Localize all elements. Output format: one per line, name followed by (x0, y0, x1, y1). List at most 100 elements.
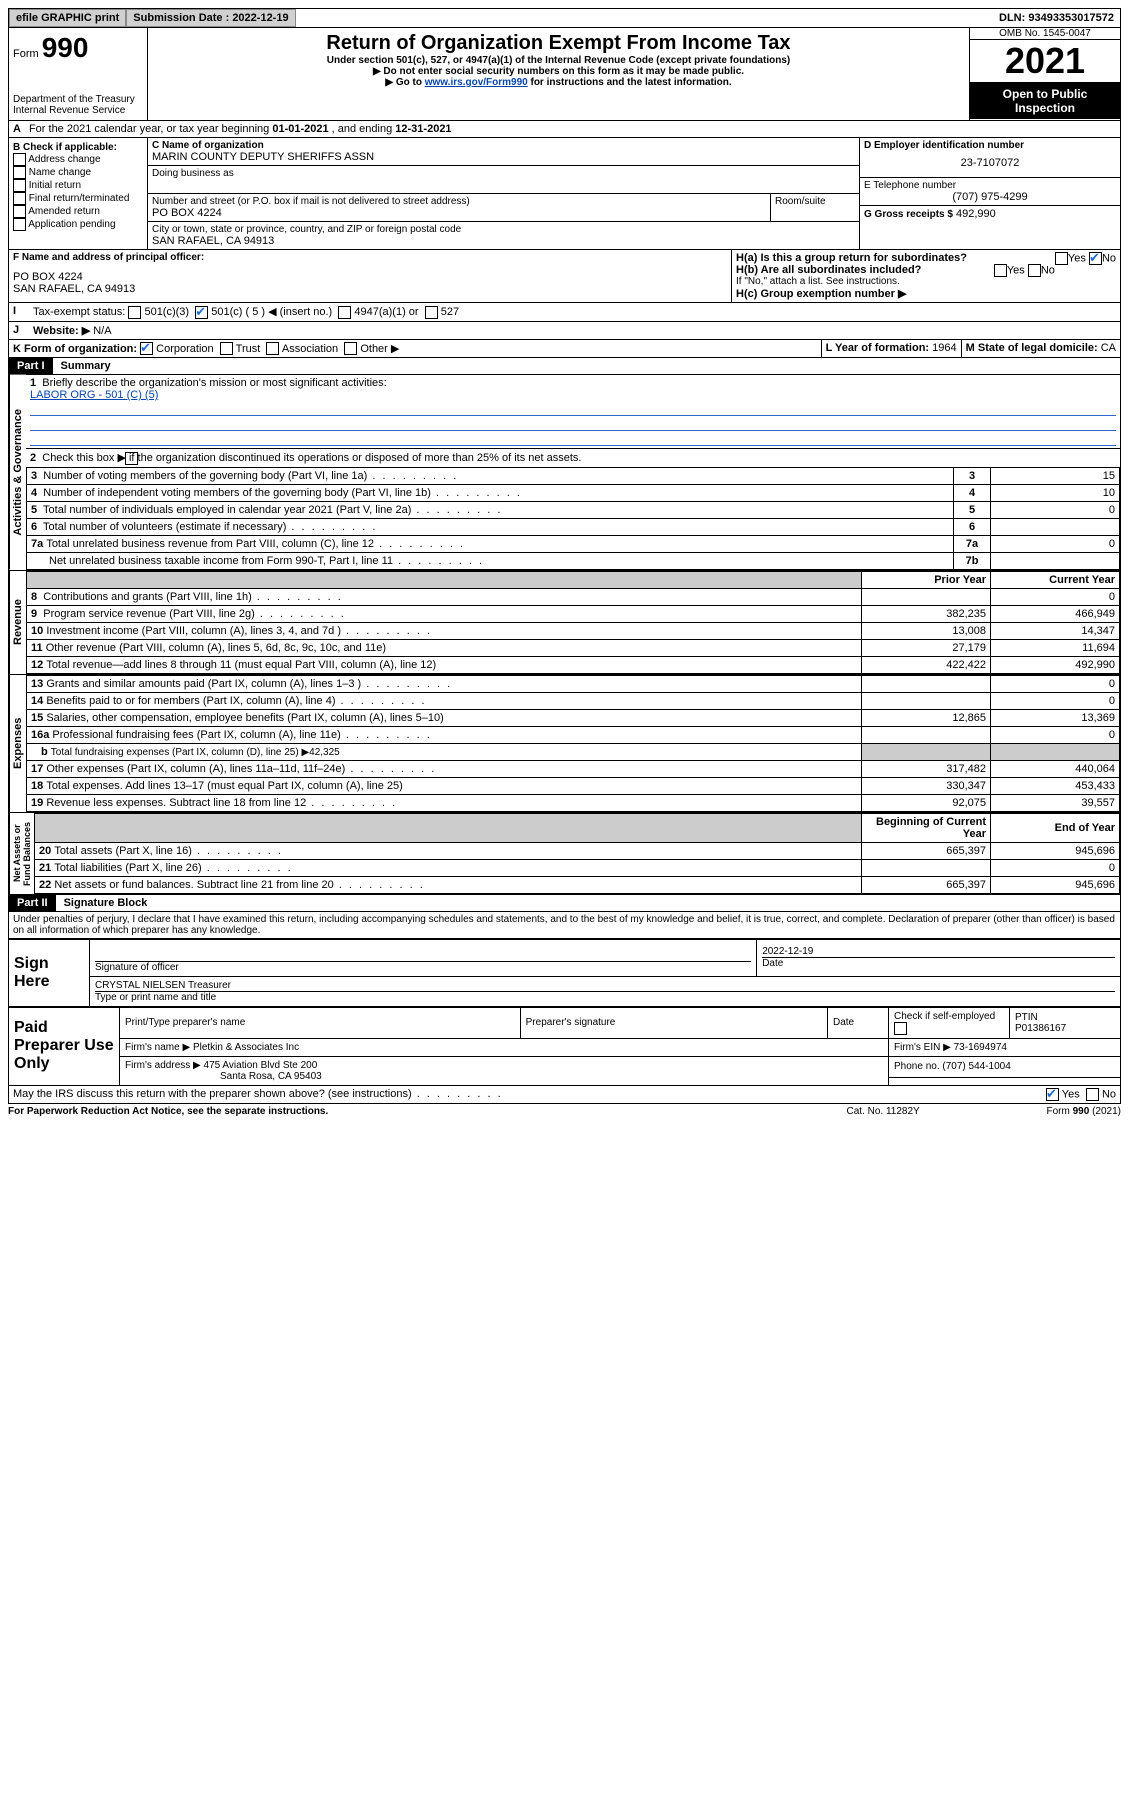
k-other[interactable] (344, 342, 357, 355)
d-ein-label: D Employer identification number (864, 140, 1116, 151)
subtitle-2: ▶ Do not enter social security numbers o… (152, 66, 965, 77)
year-formation: 1964 (932, 342, 956, 354)
city-label: City or town, state or province, country… (152, 224, 855, 235)
dept-label: Department of the TreasuryInternal Reven… (13, 94, 143, 116)
footer-row: For Paperwork Reduction Act Notice, see … (8, 1104, 1121, 1117)
firm-addr1: 475 Aviation Blvd Ste 200 (204, 1060, 318, 1071)
tax-year: 2021 (970, 40, 1120, 83)
form-ref: Form 990 (2021) (1047, 1106, 1121, 1117)
firm-addr2: Santa Rosa, CA 95403 (125, 1071, 322, 1082)
irs-link[interactable]: www.irs.gov/Form990 (425, 77, 528, 88)
h-a: H(a) Is this a group return for subordin… (736, 252, 1116, 264)
part1-header: Part I Summary (8, 358, 1121, 375)
form-title: Return of Organization Exempt From Incom… (152, 32, 965, 55)
discuss-no[interactable] (1086, 1088, 1099, 1101)
h-b-note: If "No," attach a list. See instructions… (736, 276, 1116, 287)
lines-3-7: 3 Number of voting members of the govern… (26, 467, 1120, 570)
entity-block: B Check if applicable: Address change Na… (8, 138, 1121, 250)
part2-header: Part II Signature Block (8, 895, 1121, 912)
k-corp[interactable] (140, 342, 153, 355)
chk-initial-return[interactable] (13, 179, 26, 192)
chk-address-change[interactable] (13, 153, 26, 166)
org-name: MARIN COUNTY DEPUTY SHERIFFS ASSN (152, 151, 855, 163)
dba-label: Doing business as (152, 168, 855, 179)
line2-chk[interactable] (125, 452, 138, 465)
chk-name-change[interactable] (13, 166, 26, 179)
form-number: 990 (42, 32, 89, 63)
sig-officer-label: Signature of officer (95, 961, 751, 973)
form-word: Form (13, 48, 39, 60)
phone-value: (707) 975-4299 (864, 191, 1116, 203)
k-assoc[interactable] (266, 342, 279, 355)
discuss-yes[interactable] (1046, 1088, 1059, 1101)
i-501c[interactable] (195, 306, 208, 319)
ha-no[interactable] (1089, 252, 1102, 265)
cat-no: Cat. No. 11282Y (847, 1106, 1047, 1117)
state-domicile: CA (1101, 342, 1116, 354)
line-i: I Tax-exempt status: 501(c)(3) 501(c) ( … (8, 303, 1121, 322)
expenses-table: 13 Grants and similar amounts paid (Part… (26, 675, 1120, 812)
i-501c3[interactable] (128, 306, 141, 319)
self-employed-chk[interactable] (894, 1022, 907, 1035)
f-label: F Name and address of principal officer: (13, 252, 727, 263)
paid-preparer-label: Paid Preparer Use Only (9, 1007, 120, 1085)
firm-name: Pletkin & Associates Inc (193, 1042, 299, 1053)
k-trust[interactable] (220, 342, 233, 355)
hb-no[interactable] (1028, 264, 1041, 277)
pra-notice: For Paperwork Reduction Act Notice, see … (8, 1106, 847, 1117)
revenue-table: Prior YearCurrent Year 8 Contributions a… (26, 571, 1120, 674)
h-c: H(c) Group exemption number ▶ (736, 287, 1116, 300)
officer-name: CRYSTAL NIELSEN Treasurer (95, 980, 1115, 991)
vbar-activities: Activities & Governance (9, 375, 26, 570)
line-a: A For the 2021 calendar year, or tax yea… (8, 121, 1121, 138)
city: SAN RAFAEL, CA 94913 (152, 235, 855, 247)
hb-yes[interactable] (994, 264, 1007, 277)
line-j: J Website: ▶ N/A (8, 322, 1121, 340)
chk-app-pending[interactable] (13, 218, 26, 231)
line-klm: K Form of organization: Corporation Trus… (8, 340, 1121, 359)
i-4947[interactable] (338, 306, 351, 319)
sign-date: 2022-12-19 (762, 946, 1115, 957)
officer-addr1: PO BOX 4224 (13, 271, 727, 283)
chk-final-return[interactable] (13, 192, 26, 205)
subtitle-3: ▶ Go to www.irs.gov/Form990 for instruct… (152, 77, 965, 88)
efile-print-button[interactable]: efile GRAPHIC print (9, 9, 126, 27)
street-label: Number and street (or P.O. box if mail i… (152, 196, 766, 207)
date-label: Date (762, 957, 1115, 969)
room-label: Room/suite (775, 196, 855, 207)
sign-here-block: Sign Here Signature of officer 2022-12-1… (8, 939, 1121, 1007)
top-bar: efile GRAPHIC print Submission Date : 20… (8, 8, 1121, 28)
open-to-public: Open to Public Inspection (970, 83, 1120, 119)
mission-text: LABOR ORG - 501 (C) (5) (30, 389, 158, 401)
line2-text: Check this box ▶ if the organization dis… (42, 452, 581, 464)
gross-receipts: 492,990 (956, 208, 996, 220)
street: PO BOX 4224 (152, 207, 766, 219)
section-b: B Check if applicable: Address change Na… (9, 138, 148, 249)
submission-date-button[interactable]: Submission Date : 2022-12-19 (126, 9, 295, 27)
mission-label: Briefly describe the organization's miss… (42, 377, 386, 389)
officer-addr2: SAN RAFAEL, CA 94913 (13, 283, 727, 295)
f-h-block: F Name and address of principal officer:… (8, 250, 1121, 303)
g-gross-label: G Gross receipts $ (864, 209, 953, 220)
form-header: Form 990 Department of the TreasuryInter… (8, 28, 1121, 121)
omb-number: OMB No. 1545-0047 (970, 28, 1120, 40)
paid-preparer-block: Paid Preparer Use Only Print/Type prepar… (8, 1007, 1121, 1086)
vbar-revenue: Revenue (9, 571, 26, 674)
h-b: H(b) Are all subordinates included? Yes … (736, 264, 1116, 276)
i-527[interactable] (425, 306, 438, 319)
vbar-netassets: Net Assets orFund Balances (9, 813, 34, 894)
c-name-label: C Name of organization (152, 140, 855, 151)
e-phone-label: E Telephone number (864, 180, 1116, 191)
discuss-row: May the IRS discuss this return with the… (8, 1086, 1121, 1104)
penalty-text: Under penalties of perjury, I declare th… (8, 912, 1121, 939)
firm-phone: (707) 544-1004 (942, 1061, 1010, 1072)
ein-value: 23-7107072 (864, 151, 1116, 175)
dln-label: DLN: 93493353017572 (993, 10, 1120, 26)
ha-yes[interactable] (1055, 252, 1068, 265)
sign-here-label: Sign Here (9, 939, 90, 1006)
website-value: N/A (93, 325, 111, 337)
ptin: P01386167 (1015, 1023, 1066, 1034)
chk-amended[interactable] (13, 205, 26, 218)
subtitle-1: Under section 501(c), 527, or 4947(a)(1)… (152, 55, 965, 66)
vbar-expenses: Expenses (9, 675, 26, 812)
